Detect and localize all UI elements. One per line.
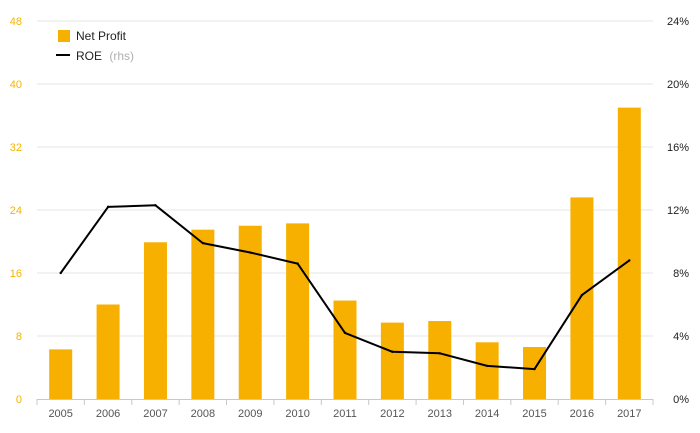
point-roe [580,293,584,297]
point-roe [106,205,110,209]
line-series [59,204,631,371]
legend-label-roe-name: ROE [76,49,102,63]
x-tick-label: 2010 [285,408,309,420]
y-right-tick-label: 0% [673,394,689,406]
bar-net-profit [428,321,452,399]
y-left-tick-label: 16 [10,268,22,280]
bar-series [49,107,641,399]
y-left-tick-label: 32 [10,142,22,154]
bar-net-profit [238,225,262,399]
point-roe [438,352,441,355]
x-tick-label: 2017 [617,408,641,420]
bar-net-profit [380,322,404,399]
y-left-tick-label: 48 [10,16,22,28]
bar-net-profit [286,223,310,399]
legend-swatch-net-profit [58,30,70,42]
x-tick-label: 2008 [191,408,215,420]
legend: Net Profit ROE (rhs) [56,29,134,63]
point-roe [533,367,536,371]
bar-net-profit [96,304,120,399]
x-tick-label: 2014 [475,408,499,420]
x-tick-label: 2006 [96,408,120,420]
y-left-tick-label: 8 [16,331,22,343]
x-tick-label: 2013 [428,408,452,420]
x-tick-label: 2007 [143,408,167,420]
y-right-tick-label: 16% [667,142,689,154]
y-right-tick-label: 20% [667,79,689,91]
x-tick-label: 2011 [333,408,357,420]
bar-net-profit [143,242,167,399]
y-left-tick-label: 0 [16,394,22,406]
bar-net-profit [333,300,357,399]
y-right-tick-label: 12% [667,205,689,217]
point-roe [391,350,394,353]
x-tick-label: 2009 [238,408,262,420]
y-right-tick-label: 24% [667,16,689,28]
bar-net-profit [617,107,641,399]
point-roe [343,331,347,335]
legend-label-roe: ROE (rhs) [76,49,134,63]
bar-net-profit [49,349,73,399]
legend-label-net-profit: Net Profit [76,29,127,43]
point-roe [154,204,157,207]
point-roe [485,364,489,368]
bar-net-profit [570,197,594,399]
x-tick-label: 2016 [570,408,594,420]
point-roe [628,259,631,262]
point-roe [296,262,299,265]
point-roe [201,241,205,245]
x-tick-label: 2015 [522,408,546,420]
x-tick-label: 2005 [48,408,72,420]
y-right-tick-label: 4% [673,331,689,343]
bar-net-profit [475,342,499,399]
point-roe [59,271,62,275]
y-right-tick-label: 8% [673,268,689,280]
grid-lines [37,20,653,337]
axes: 0 0% 8 4% 16 8% 24 12% 32 16% 40 20% 48 24% 2005 2006 20… [10,16,689,420]
point-roe [249,251,252,254]
bar-net-profit [191,229,215,399]
y-left-tick-label: 40 [10,79,22,91]
legend-label-roe-suffix: (rhs) [109,49,134,63]
x-tick-label: 2012 [380,408,404,420]
y-left-tick-label: 24 [10,205,22,217]
